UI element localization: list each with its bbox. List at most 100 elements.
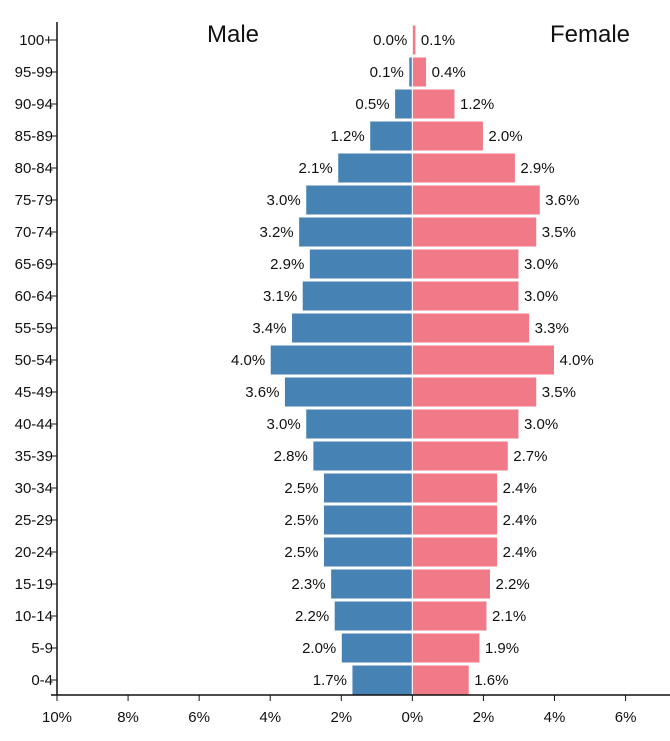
- bar-female-50-54: [411, 344, 556, 376]
- label-male-55-59: 3.4%: [252, 320, 286, 337]
- y-tick-label: 95-99: [15, 64, 53, 81]
- label-female-90-94: 1.2%: [460, 96, 494, 113]
- label-male-90-94: 0.5%: [355, 96, 389, 113]
- label-male-70-74: 3.2%: [259, 224, 293, 241]
- bar-female-40-44: [411, 408, 520, 440]
- bar-male-15-19: [330, 568, 413, 600]
- label-male-80-84: 2.1%: [299, 160, 333, 177]
- bar-male-75-79: [305, 184, 413, 216]
- x-tick-label: 8%: [117, 709, 139, 726]
- x-tick-label: 0%: [402, 709, 424, 726]
- bar-male-60-64: [301, 280, 413, 312]
- label-female-70-74: 3.5%: [542, 224, 576, 241]
- x-tick-label: 4%: [544, 709, 566, 726]
- label-male-10-14: 2.2%: [295, 608, 329, 625]
- bar-male-5-9: [340, 632, 413, 664]
- bar-male-85-89: [369, 120, 413, 152]
- bar-male-90-94: [394, 88, 413, 120]
- bar-male-40-44: [305, 408, 413, 440]
- bar-male-30-34: [323, 472, 413, 504]
- bar-male-95-99: [408, 56, 413, 88]
- y-tick-label: 70-74: [15, 224, 53, 241]
- label-female-75-79: 3.6%: [545, 192, 579, 209]
- bar-female-20-24: [411, 536, 499, 568]
- label-female-40-44: 3.0%: [524, 416, 558, 433]
- bar-female-75-79: [411, 184, 541, 216]
- label-male-25-29: 2.5%: [284, 512, 318, 529]
- x-tick-label: 4%: [259, 709, 281, 726]
- x-tick-label: 10%: [42, 709, 72, 726]
- male-title: Male: [207, 21, 259, 48]
- label-female-15-19: 2.2%: [496, 576, 530, 593]
- y-tick-label: 75-79: [15, 192, 53, 209]
- bar-female-15-19: [411, 568, 492, 600]
- label-male-50-54: 4.0%: [231, 352, 265, 369]
- bar-female-70-74: [411, 216, 538, 248]
- y-tick-label: 5-9: [31, 640, 53, 657]
- bar-male-50-54: [269, 344, 413, 376]
- label-female-20-24: 2.4%: [503, 544, 537, 561]
- label-male-20-24: 2.5%: [284, 544, 318, 561]
- x-tick-label: 2%: [330, 709, 352, 726]
- label-female-65-69: 3.0%: [524, 256, 558, 273]
- bar-female-55-59: [411, 312, 531, 344]
- bar-female-0-4: [411, 664, 470, 696]
- x-tick-label: 2%: [473, 709, 495, 726]
- bar-female-80-84: [411, 152, 516, 184]
- bar-male-35-39: [312, 440, 413, 472]
- label-female-100+: 0.1%: [421, 32, 455, 49]
- bar-male-55-59: [291, 312, 413, 344]
- label-male-60-64: 3.1%: [263, 288, 297, 305]
- label-female-45-49: 3.5%: [542, 384, 576, 401]
- y-tick-label: 35-39: [15, 448, 53, 465]
- bar-female-85-89: [411, 120, 484, 152]
- label-female-30-34: 2.4%: [503, 480, 537, 497]
- bar-male-0-4: [351, 664, 413, 696]
- label-male-40-44: 3.0%: [267, 416, 301, 433]
- bar-female-65-69: [411, 248, 520, 280]
- label-female-35-39: 2.7%: [513, 448, 547, 465]
- label-female-5-9: 1.9%: [485, 640, 519, 657]
- bar-male-20-24: [323, 536, 413, 568]
- label-female-95-99: 0.4%: [432, 64, 466, 81]
- y-tick-label: 65-69: [15, 256, 53, 273]
- label-male-65-69: 2.9%: [270, 256, 304, 273]
- bar-female-35-39: [411, 440, 509, 472]
- bar-female-25-29: [411, 504, 499, 536]
- bar-female-10-14: [411, 600, 488, 632]
- label-female-50-54: 4.0%: [560, 352, 594, 369]
- bar-female-90-94: [411, 88, 456, 120]
- label-female-80-84: 2.9%: [520, 160, 554, 177]
- bar-male-25-29: [323, 504, 413, 536]
- bar-male-80-84: [337, 152, 413, 184]
- y-tick-label: 90-94: [15, 96, 53, 113]
- label-female-10-14: 2.1%: [492, 608, 526, 625]
- bar-female-45-49: [411, 376, 538, 408]
- label-female-60-64: 3.0%: [524, 288, 558, 305]
- label-female-25-29: 2.4%: [503, 512, 537, 529]
- bar-male-65-69: [308, 248, 413, 280]
- y-tick-label: 60-64: [15, 288, 53, 305]
- label-female-55-59: 3.3%: [535, 320, 569, 337]
- bar-female-100+: [411, 24, 417, 56]
- bar-female-30-34: [411, 472, 499, 504]
- y-tick-label: 20-24: [15, 544, 53, 561]
- label-male-0-4: 1.7%: [313, 672, 347, 689]
- x-tick-label: 6%: [615, 709, 637, 726]
- label-male-5-9: 2.0%: [302, 640, 336, 657]
- female-title: Female: [550, 21, 630, 48]
- label-male-95-99: 0.1%: [370, 64, 404, 81]
- y-tick-label: 55-59: [15, 320, 53, 337]
- y-tick-label: 100+: [19, 32, 53, 49]
- y-tick-label: 10-14: [15, 608, 53, 625]
- y-tick-label: 40-44: [15, 416, 53, 433]
- label-female-85-89: 2.0%: [488, 128, 522, 145]
- y-tick-label: 25-29: [15, 512, 53, 529]
- label-male-75-79: 3.0%: [267, 192, 301, 209]
- label-male-15-19: 2.3%: [291, 576, 325, 593]
- y-tick-label: 80-84: [15, 160, 53, 177]
- bar-female-95-99: [411, 56, 428, 88]
- label-male-35-39: 2.8%: [274, 448, 308, 465]
- y-tick-label: 85-89: [15, 128, 53, 145]
